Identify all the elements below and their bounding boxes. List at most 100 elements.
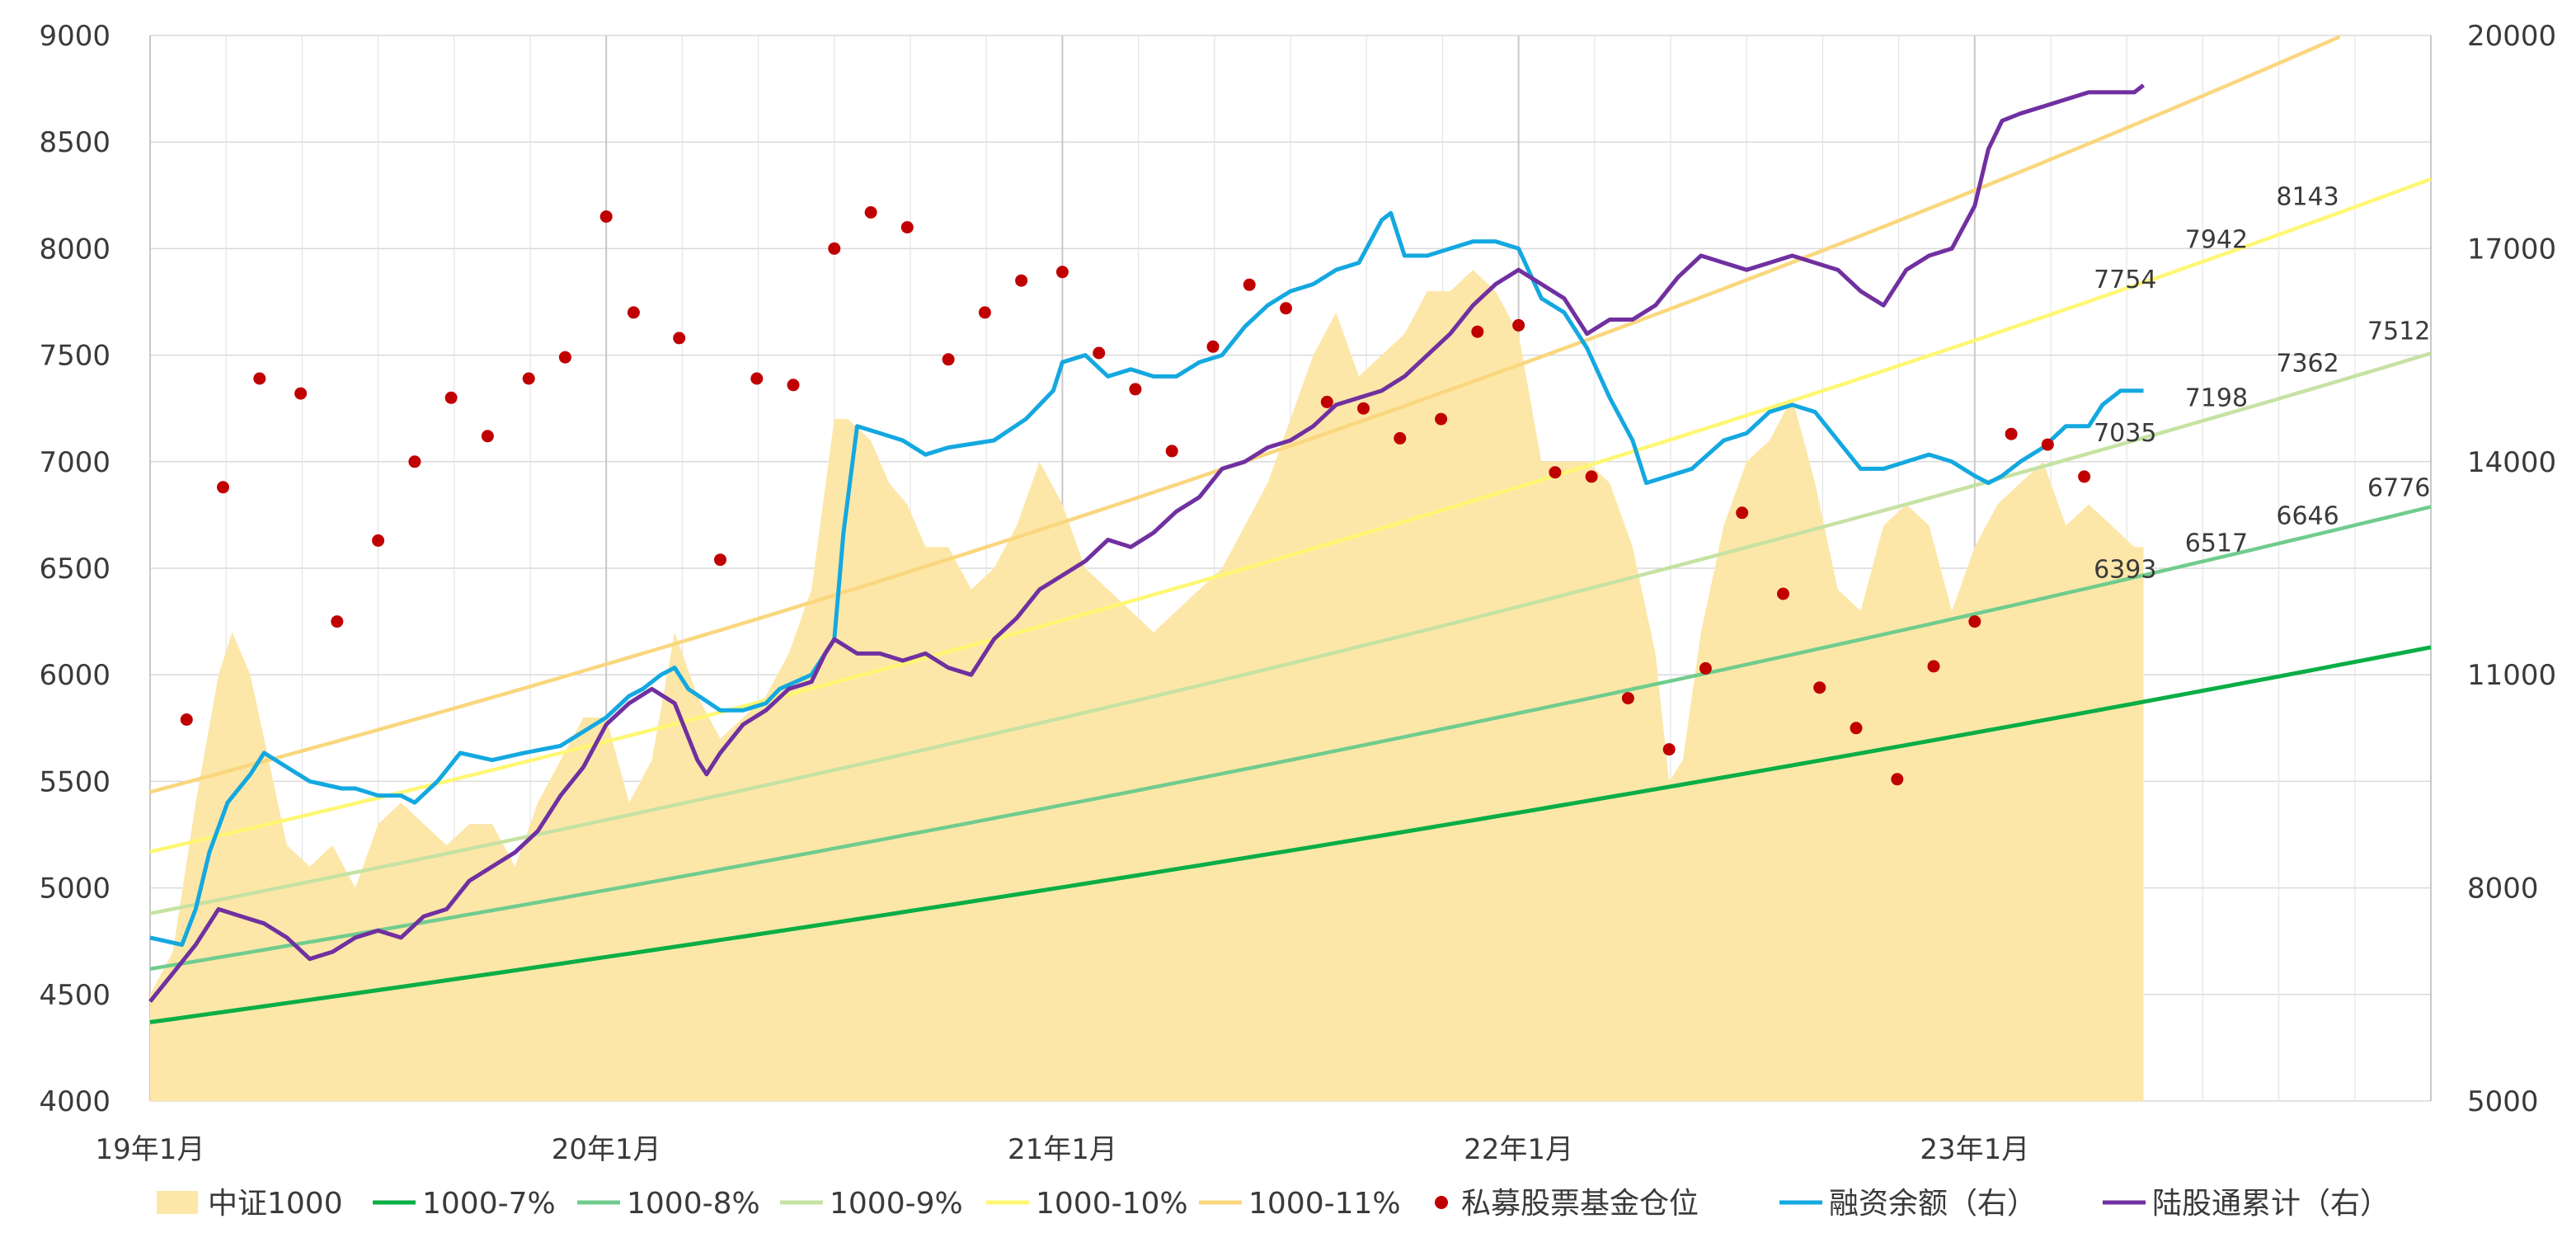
fund-position-dot: [1736, 506, 1749, 520]
fund-position-dot: [978, 306, 991, 319]
right-axis-series: [148, 83, 2146, 1003]
y-right-tick-label: 5000: [2467, 1085, 2539, 1118]
fund-position-dot: [1129, 383, 1142, 396]
x-tick-label: 22年1月: [1464, 1133, 1573, 1166]
fund-position-dot: [1435, 412, 1448, 426]
fund-position-dot: [1850, 722, 1863, 735]
line-value-label: 6393: [2094, 556, 2156, 585]
line-end-labels: 6393 6517 6646 6776 7035 7198 7362 7512 7754 7942…: [2094, 182, 2430, 584]
fund-position-dot: [522, 372, 535, 385]
fund-position-dot: [1662, 743, 1676, 756]
fund-position-dot: [1165, 445, 1178, 458]
fund-position-dot: [1699, 661, 1712, 675]
line-value-label: 8143: [2276, 182, 2339, 211]
fund-position-dot: [864, 206, 877, 219]
y-left-tick-label: 7500: [39, 340, 110, 373]
fund-position-dot: [481, 430, 494, 443]
fund-position-dot: [828, 242, 841, 255]
line-value-label: 7362: [2276, 349, 2339, 378]
fund-position-dot: [1512, 318, 1525, 332]
legend-label: 1000-7%: [422, 1187, 556, 1221]
legend-label: 融资余额（右）: [1829, 1187, 2037, 1221]
line-value-label: 7942: [2185, 225, 2248, 254]
line-value-label: 7198: [2185, 384, 2248, 413]
fund-position-dot: [1357, 402, 1370, 415]
x-tick-label: 19年1月: [96, 1133, 205, 1166]
y-right-tick-label: 17000: [2467, 233, 2556, 266]
fund-position-dot: [1015, 274, 1028, 287]
fund-position-dot: [408, 455, 421, 468]
fund-position-dot: [2078, 470, 2091, 483]
x-tick-label: 23年1月: [1920, 1133, 2029, 1166]
fund-position-dot: [444, 391, 458, 404]
y-left-tick-label: 5000: [39, 873, 110, 906]
private-fund-dots: [180, 206, 2091, 786]
y-right-tick-label: 8000: [2467, 873, 2539, 906]
fund-position-dot: [1243, 278, 1256, 291]
fund-position-dot: [372, 534, 385, 547]
fund-position-dot: [627, 306, 640, 319]
fund-position-dot: [217, 481, 229, 494]
line-value-label: 6517: [2185, 529, 2248, 558]
fund-position-dot: [599, 210, 613, 224]
index-area: [150, 270, 2144, 1101]
fund-position-dot: [1471, 325, 1484, 338]
fund-position-dot: [714, 553, 726, 567]
y-left-tick-label: 8000: [39, 233, 110, 266]
fund-position-dot: [900, 221, 914, 234]
y-right-tick-label: 11000: [2467, 659, 2556, 692]
fund-position-dot: [558, 351, 571, 364]
legend-label: 1000-10%: [1036, 1187, 1188, 1221]
fund-position-dot: [253, 372, 266, 385]
legend: 中证1000 1000-7% 1000-8% 1000-9% 1000-10% 1000-…: [157, 1187, 2390, 1221]
growth-line-g10: [149, 176, 2432, 854]
line-value-label: 7035: [2094, 419, 2156, 448]
index-area-series: [150, 270, 2144, 1101]
fund-position-dot: [1093, 346, 1106, 360]
fund-position-dot: [1927, 660, 1940, 673]
fund-position-dot: [1206, 340, 1220, 353]
fund-position-dot: [942, 353, 955, 366]
line-value-label: 6776: [2367, 474, 2430, 503]
y-left-tick-label: 6500: [39, 553, 110, 586]
fund-position-dot: [787, 379, 800, 392]
fund-position-dot: [1813, 681, 1826, 694]
line-value-label: 7754: [2094, 266, 2156, 294]
legend-swatch: [1435, 1196, 1448, 1209]
fund-position-dot: [1585, 470, 1598, 483]
fund-position-dot: [1621, 692, 1634, 705]
y-left-tick-label: 6000: [39, 659, 110, 692]
fund-position-dot: [750, 372, 764, 385]
legend-label: 私募股票基金仓位: [1461, 1187, 1699, 1221]
fund-position-dot: [294, 387, 308, 400]
y-left-tick-label: 4000: [39, 1085, 110, 1118]
growth-line-g7: [149, 645, 2432, 1024]
fund-position-dot: [1394, 431, 1407, 445]
legend-swatch: [157, 1191, 198, 1214]
legend-label: 1000-9%: [830, 1187, 963, 1221]
fund-position-dot: [1549, 466, 1562, 479]
y-left-tick-label: 8500: [39, 126, 110, 159]
margin-balance-line: [149, 210, 2144, 947]
fund-position-dot: [2005, 427, 2018, 440]
y-left-tick-label: 4500: [39, 979, 110, 1012]
legend-label: 1000-8%: [627, 1187, 760, 1221]
fund-position-dot: [673, 332, 686, 345]
fund-position-dot: [1280, 302, 1292, 315]
fund-position-dot: [180, 713, 193, 726]
legend-label: 陆股通累计（右）: [2152, 1187, 2390, 1221]
y-left-tick-label: 5500: [39, 765, 110, 798]
legend-label: 1000-11%: [1248, 1187, 1401, 1221]
fund-position-dot: [1055, 266, 1069, 279]
y-left-tick-label: 9000: [39, 20, 110, 53]
fund-position-dot: [1777, 587, 1789, 600]
fund-position-dot: [1968, 615, 1981, 628]
y-right-tick-label: 14000: [2467, 446, 2556, 479]
line-value-label: 7512: [2367, 317, 2430, 346]
y-right-tick-label: 20000: [2467, 20, 2556, 53]
growth-line-g8: [149, 505, 2432, 972]
fund-position-dot: [1891, 773, 1904, 786]
fund-position-dot: [1320, 395, 1333, 408]
x-tick-label: 21年1月: [1008, 1133, 1117, 1166]
